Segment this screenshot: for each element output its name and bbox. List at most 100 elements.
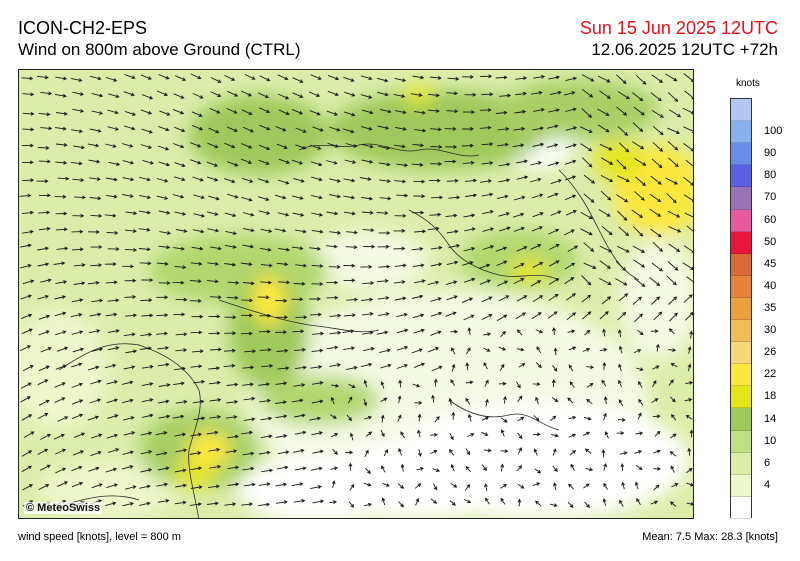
wind-arrow	[563, 91, 576, 96]
wind-arrow	[498, 346, 507, 351]
legend-color-cell	[731, 408, 751, 431]
wind-arrow	[242, 382, 254, 387]
wind-arrow	[655, 343, 660, 352]
wind-arrow	[240, 158, 253, 164]
wind-arrow	[346, 297, 359, 302]
wind-arrow	[601, 296, 612, 305]
wind-arrow	[190, 502, 202, 507]
wind-arrow	[667, 127, 681, 134]
wind-arrow	[618, 142, 630, 153]
wind-arrow	[359, 177, 372, 181]
wind-arrow	[410, 93, 423, 98]
wind-arrow	[326, 211, 339, 216]
wind-arrow	[650, 92, 662, 102]
wind-arrow	[175, 348, 188, 352]
wind-arrow	[517, 416, 525, 422]
wind-arrow	[157, 498, 170, 503]
wind-arrow	[71, 129, 84, 134]
wind-arrow	[666, 193, 677, 204]
wind-arrow	[667, 140, 679, 151]
wind-arrow	[22, 127, 35, 132]
wind-arrow	[105, 467, 118, 473]
wind-arrow	[586, 365, 595, 370]
wind-arrow	[90, 451, 102, 457]
wind-arrow	[501, 417, 508, 423]
wind-arrow	[513, 126, 526, 131]
wind-arrow	[580, 228, 593, 236]
wind-arrow	[581, 88, 594, 98]
wind-arrow	[481, 161, 494, 165]
wind-arrow	[482, 227, 495, 232]
wind-arrow	[223, 363, 236, 368]
wind-arrow	[159, 231, 172, 235]
wind-arrow	[631, 209, 644, 218]
wind-arrow	[40, 91, 53, 96]
wind-arrow	[551, 397, 559, 403]
wind-arrow	[20, 345, 32, 352]
wind-arrow	[412, 143, 425, 148]
wind-arrow	[396, 345, 409, 351]
wind-arrow	[500, 483, 508, 489]
wind-arrow	[291, 246, 304, 251]
wind-arrow	[650, 228, 662, 238]
wind-arrow	[242, 365, 255, 370]
wind-arrow	[156, 90, 169, 96]
wind-arrow	[417, 413, 422, 422]
wind-arrow	[174, 265, 187, 270]
wind-arrow	[55, 211, 68, 216]
wind-arrow	[580, 143, 593, 152]
wind-arrow	[550, 415, 557, 422]
wind-arrow	[71, 229, 84, 234]
wind-arrow	[173, 246, 185, 251]
wind-arrow	[685, 159, 693, 169]
wind-arrow	[500, 497, 506, 505]
wind-arrow	[434, 415, 440, 423]
wind-arrow	[87, 280, 100, 285]
wind-arrow	[363, 379, 368, 388]
wind-arrow	[535, 362, 542, 369]
wind-arrow	[57, 416, 69, 422]
wind-arrow	[241, 430, 254, 435]
wind-arrow	[141, 413, 154, 418]
wind-arrow	[89, 398, 102, 404]
wind-arrow	[224, 262, 237, 267]
legend-color-cell	[731, 474, 751, 497]
wind-arrow	[682, 262, 693, 271]
wind-arrow	[569, 450, 577, 456]
wind-arrow	[54, 295, 67, 300]
wind-arrow	[108, 329, 120, 333]
wind-arrow	[309, 416, 322, 421]
wind-arrow	[449, 448, 455, 456]
wind-arrow	[311, 229, 324, 234]
wind-arrow	[638, 381, 643, 389]
wind-arrow	[73, 281, 86, 286]
wind-arrow	[121, 464, 134, 470]
wind-arrow	[432, 468, 441, 472]
wind-arrow	[257, 178, 270, 184]
wind-arrow	[348, 383, 356, 388]
wind-arrow	[427, 226, 440, 231]
wind-arrow	[193, 416, 206, 421]
wind-arrow	[140, 468, 153, 473]
wind-arrow	[615, 74, 627, 85]
wind-arrow	[565, 143, 577, 149]
wind-arrow	[464, 484, 471, 491]
legend-color-cell	[731, 364, 751, 387]
wind-arrow	[377, 244, 390, 249]
wind-arrow	[363, 482, 372, 487]
wind-arrow	[309, 110, 321, 116]
wind-arrow	[517, 498, 522, 507]
wind-arrow	[291, 482, 304, 487]
wind-arrow	[56, 346, 69, 352]
wind-arrow	[599, 347, 608, 352]
wind-arrow	[260, 416, 273, 421]
wind-arrow	[241, 502, 254, 507]
wind-arrow	[190, 73, 202, 80]
legend-color-cell	[731, 275, 751, 298]
wind-arrow	[56, 111, 68, 116]
wind-arrow	[274, 228, 287, 233]
wind-arrow	[633, 226, 644, 237]
wind-arrow	[91, 298, 104, 303]
wind-arrow	[364, 502, 373, 507]
wind-arrow	[618, 293, 629, 302]
